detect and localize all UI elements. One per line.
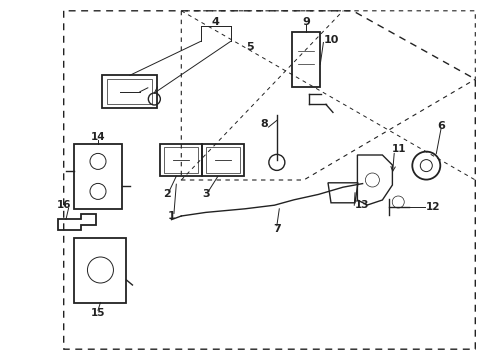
Text: 1: 1 <box>168 211 175 221</box>
Bar <box>74 144 122 209</box>
Text: 5: 5 <box>246 42 254 52</box>
Text: 16: 16 <box>56 200 71 210</box>
Text: 14: 14 <box>91 132 105 142</box>
Bar <box>160 144 202 176</box>
Bar <box>102 75 157 108</box>
Text: 2: 2 <box>163 189 171 199</box>
Bar <box>206 147 240 173</box>
Text: 10: 10 <box>323 35 339 45</box>
Text: 13: 13 <box>355 200 370 210</box>
Text: 7: 7 <box>273 224 281 234</box>
Text: 15: 15 <box>91 308 105 318</box>
Text: 6: 6 <box>437 121 445 131</box>
Bar <box>164 147 198 173</box>
Text: 9: 9 <box>302 17 310 27</box>
Bar <box>292 32 320 87</box>
Bar <box>202 144 244 176</box>
Text: 4: 4 <box>212 17 220 27</box>
Text: 3: 3 <box>202 189 210 199</box>
Bar <box>107 79 152 104</box>
Bar <box>74 238 126 302</box>
Text: 12: 12 <box>426 202 441 212</box>
Text: 8: 8 <box>261 119 269 129</box>
Text: 11: 11 <box>392 144 407 154</box>
